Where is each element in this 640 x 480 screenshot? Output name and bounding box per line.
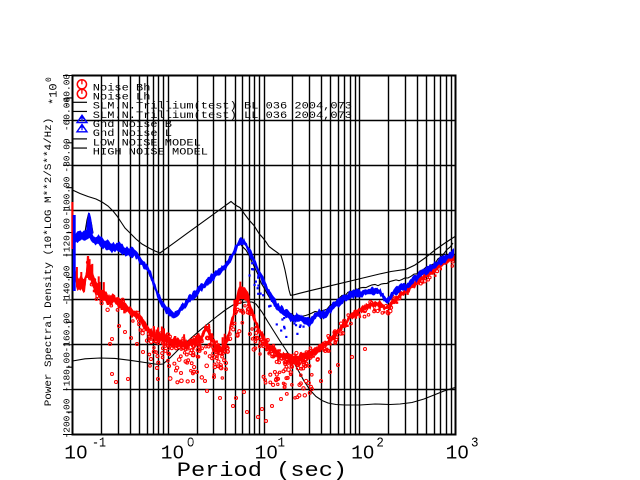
svg-text:LOW NOISE MODEL: LOW NOISE MODEL [93,138,201,149]
svg-text:SLM.N.Trillium(test) LL 036 20: SLM.N.Trillium(test) LL 036 2004,073 [93,110,352,122]
svg-text:-160.00: -160.00 [63,313,73,353]
svg-text:Period (sec): Period (sec) [177,460,347,480]
svg-text:-60.00: -60.00 [63,97,73,131]
svg-text:-80.00: -80.00 [63,138,73,172]
svg-text:-120.00: -120.00 [63,218,73,258]
svg-text:*10: *10 [49,83,61,105]
svg-text:10: 10 [64,442,87,464]
svg-text:Noise Bh: Noise Bh [93,82,151,94]
svg-text:-100.00: -100.00 [63,177,73,217]
svg-text:-140.00: -140.00 [63,266,73,306]
svg-text:-180.00: -180.00 [63,352,73,392]
svg-text:Noise Lh: Noise Lh [93,92,151,104]
svg-text:Power Spectral Density (10*LOG: Power Spectral Density (10*LOG M**2/S**4… [43,118,55,407]
svg-text:HIGH NOISE MODEL: HIGH NOISE MODEL [93,147,208,158]
svg-text:10: 10 [255,442,278,464]
svg-text:-1: -1 [92,436,106,452]
svg-text:10: 10 [351,442,374,464]
svg-text:SLM.N.Trillium(test) BL 036 20: SLM.N.Trillium(test) BL 036 2004,073 [93,101,352,113]
svg-text:0: 0 [45,77,54,82]
svg-text:-40.00: -40.00 [63,74,73,108]
svg-text:Gnd Noise B: Gnd Noise B [93,119,172,131]
svg-text:2: 2 [376,436,384,452]
svg-text:1: 1 [278,436,286,452]
svg-text:Gnd Noise L: Gnd Noise L [93,128,172,140]
svg-text:10: 10 [446,442,469,464]
svg-text:3: 3 [471,436,479,452]
svg-text:10: 10 [161,442,184,464]
svg-text:-200.00: -200.00 [63,399,73,439]
